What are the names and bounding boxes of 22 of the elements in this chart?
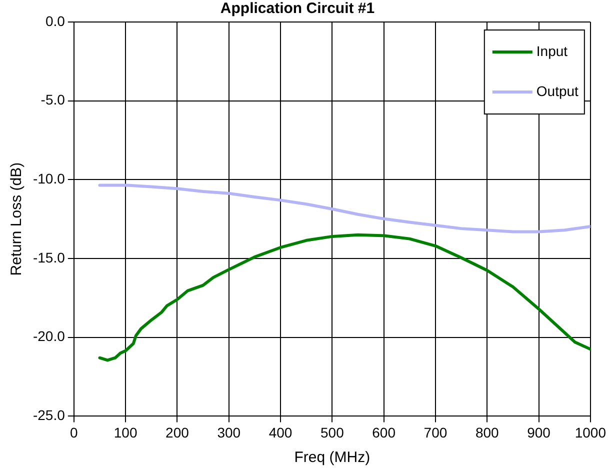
x-tick-label: 500 — [320, 424, 344, 440]
x-axis-title: Freq (MHz) — [294, 449, 370, 466]
x-tick-label: 700 — [424, 424, 448, 440]
y-tick-label: -15.0 — [32, 249, 66, 266]
y-tick-label: -20.0 — [32, 328, 66, 344]
y-axis-title: Return Loss (dB) — [8, 162, 26, 276]
y-tick-label: -10.0 — [32, 170, 66, 187]
chart-title: Application Circuit #1 — [220, 0, 375, 18]
x-tick-label: 800 — [475, 424, 500, 440]
legend-label: Input — [536, 42, 568, 59]
x-tick-label: 900 — [527, 424, 551, 440]
x-tick-label: 0 — [70, 424, 78, 440]
y-tick-label: -25.0 — [32, 407, 66, 424]
x-tick-label: 400 — [268, 424, 292, 440]
legend-label: Output — [536, 82, 579, 99]
y-tick-label: 0.0 — [45, 12, 66, 29]
x-tick-label: 300 — [217, 424, 241, 440]
y-tick-label: -5.0 — [40, 92, 66, 108]
x-tick-label: 600 — [372, 424, 396, 440]
x-tick-label: 100 — [114, 424, 138, 440]
x-tick-label: 200 — [166, 424, 190, 440]
x-tick-label: 1000 — [574, 424, 606, 440]
